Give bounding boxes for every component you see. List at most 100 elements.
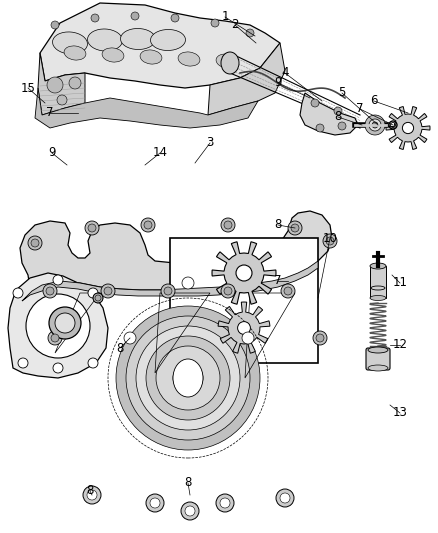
Text: 10: 10 — [322, 231, 337, 245]
Text: 8: 8 — [274, 219, 282, 231]
Circle shape — [26, 294, 90, 358]
Circle shape — [224, 221, 232, 229]
Circle shape — [31, 239, 39, 247]
Polygon shape — [8, 273, 108, 378]
Circle shape — [211, 19, 219, 27]
Circle shape — [51, 334, 59, 342]
Text: 3: 3 — [206, 136, 214, 149]
Ellipse shape — [370, 263, 386, 269]
Polygon shape — [208, 43, 285, 115]
Circle shape — [173, 363, 203, 393]
Ellipse shape — [120, 28, 155, 50]
Circle shape — [18, 358, 28, 368]
Text: 14: 14 — [152, 147, 167, 159]
Text: 7: 7 — [46, 107, 54, 119]
Circle shape — [372, 122, 378, 128]
Circle shape — [141, 218, 155, 232]
Ellipse shape — [88, 29, 123, 51]
Circle shape — [85, 221, 99, 235]
Circle shape — [126, 316, 250, 440]
Circle shape — [313, 331, 327, 345]
Circle shape — [311, 99, 319, 107]
Text: 15: 15 — [21, 82, 35, 94]
Polygon shape — [212, 242, 276, 304]
Text: 4: 4 — [281, 67, 289, 79]
Circle shape — [48, 331, 62, 345]
Ellipse shape — [64, 46, 86, 60]
Text: 13: 13 — [392, 407, 407, 419]
Circle shape — [55, 313, 75, 333]
Circle shape — [288, 221, 302, 235]
Circle shape — [276, 489, 294, 507]
Ellipse shape — [370, 295, 386, 301]
Polygon shape — [218, 302, 270, 353]
Circle shape — [185, 506, 195, 516]
Circle shape — [83, 486, 101, 504]
Circle shape — [146, 494, 164, 512]
Circle shape — [236, 265, 252, 281]
Circle shape — [57, 95, 67, 105]
Circle shape — [101, 284, 115, 298]
Circle shape — [144, 221, 152, 229]
Circle shape — [281, 284, 295, 298]
Circle shape — [69, 77, 81, 89]
Circle shape — [47, 77, 63, 93]
Ellipse shape — [173, 359, 203, 397]
Circle shape — [91, 14, 99, 22]
Circle shape — [88, 288, 98, 298]
Circle shape — [131, 12, 139, 20]
Circle shape — [53, 363, 63, 373]
Bar — [170, 238, 318, 363]
Circle shape — [146, 336, 230, 420]
Circle shape — [338, 122, 346, 130]
Circle shape — [334, 107, 342, 115]
Circle shape — [156, 346, 220, 410]
Circle shape — [51, 21, 59, 29]
Polygon shape — [38, 53, 85, 115]
Circle shape — [323, 234, 337, 248]
Circle shape — [53, 275, 63, 285]
Circle shape — [182, 277, 194, 289]
Polygon shape — [40, 3, 280, 88]
Circle shape — [88, 224, 96, 232]
Text: 7: 7 — [356, 102, 364, 116]
Text: 9: 9 — [274, 77, 282, 90]
Circle shape — [316, 124, 324, 132]
Circle shape — [88, 358, 98, 368]
Polygon shape — [22, 261, 318, 301]
Circle shape — [181, 502, 199, 520]
Text: 8: 8 — [334, 110, 342, 124]
Circle shape — [369, 119, 381, 131]
Circle shape — [116, 306, 260, 450]
Ellipse shape — [178, 52, 200, 66]
Circle shape — [221, 284, 235, 298]
Circle shape — [124, 332, 136, 344]
Text: 2: 2 — [231, 19, 239, 31]
Circle shape — [242, 332, 254, 344]
Circle shape — [220, 498, 230, 508]
Circle shape — [284, 287, 292, 295]
Circle shape — [246, 29, 254, 37]
Ellipse shape — [53, 32, 88, 54]
Ellipse shape — [151, 29, 186, 51]
Text: 8: 8 — [117, 342, 124, 354]
Circle shape — [13, 288, 23, 298]
Circle shape — [291, 224, 299, 232]
FancyBboxPatch shape — [366, 348, 390, 370]
Circle shape — [87, 490, 97, 500]
Text: 1: 1 — [221, 11, 229, 23]
Circle shape — [403, 123, 413, 134]
Text: 6: 6 — [370, 94, 378, 108]
Circle shape — [216, 494, 234, 512]
Circle shape — [43, 284, 57, 298]
Circle shape — [237, 321, 251, 334]
Text: 11: 11 — [392, 277, 407, 289]
Text: 8: 8 — [184, 477, 192, 489]
Circle shape — [161, 284, 175, 298]
Circle shape — [164, 287, 172, 295]
Polygon shape — [386, 107, 430, 149]
Bar — [370, 266, 386, 298]
Ellipse shape — [102, 48, 124, 62]
Text: 8: 8 — [86, 484, 94, 497]
Ellipse shape — [368, 347, 388, 353]
